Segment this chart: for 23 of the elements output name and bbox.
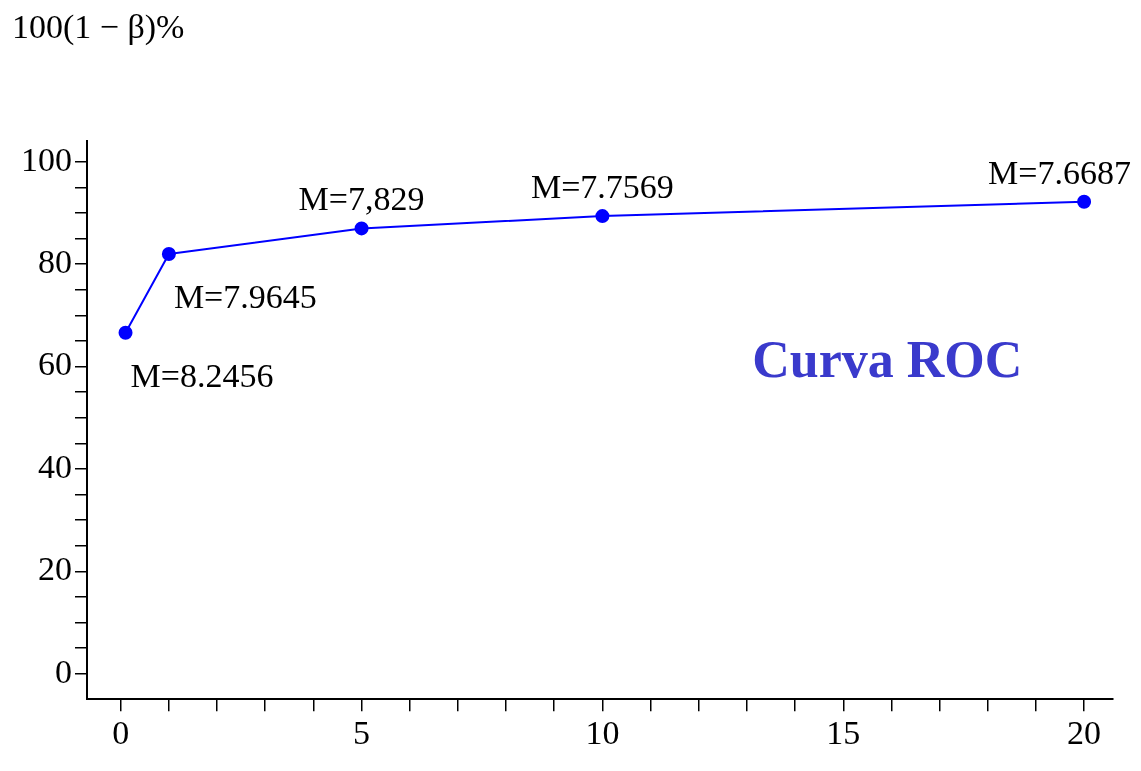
y-axis-title: 100(1 − β)% — [11, 8, 186, 47]
x-tick-label: 20 — [1067, 713, 1102, 751]
y-tick-label: 40 — [38, 447, 72, 485]
x-tick-label: 5 — [353, 713, 371, 751]
y-tick-label: 100 — [21, 140, 72, 178]
point — [118, 325, 133, 340]
annotation: M=7,829 — [298, 180, 425, 218]
point — [595, 209, 610, 224]
annotation: M=7.9645 — [173, 277, 317, 315]
y-tick-label: 0 — [55, 652, 72, 690]
point — [161, 246, 176, 261]
x-tick-label: 15 — [826, 713, 861, 751]
point — [1077, 194, 1092, 209]
y-tick-label: 20 — [38, 550, 72, 588]
x-tick-label: 0 — [112, 713, 130, 751]
annotation: M=8.2456 — [130, 356, 274, 394]
annotation: M=7.6687 — [988, 153, 1131, 191]
y-tick-label: 60 — [38, 345, 72, 383]
x-tick-label: 10 — [585, 713, 620, 751]
point — [354, 221, 369, 236]
annotation: M=7.7569 — [530, 168, 674, 206]
annotation: Curva ROC — [752, 330, 1023, 388]
y-tick-label: 80 — [38, 243, 72, 281]
